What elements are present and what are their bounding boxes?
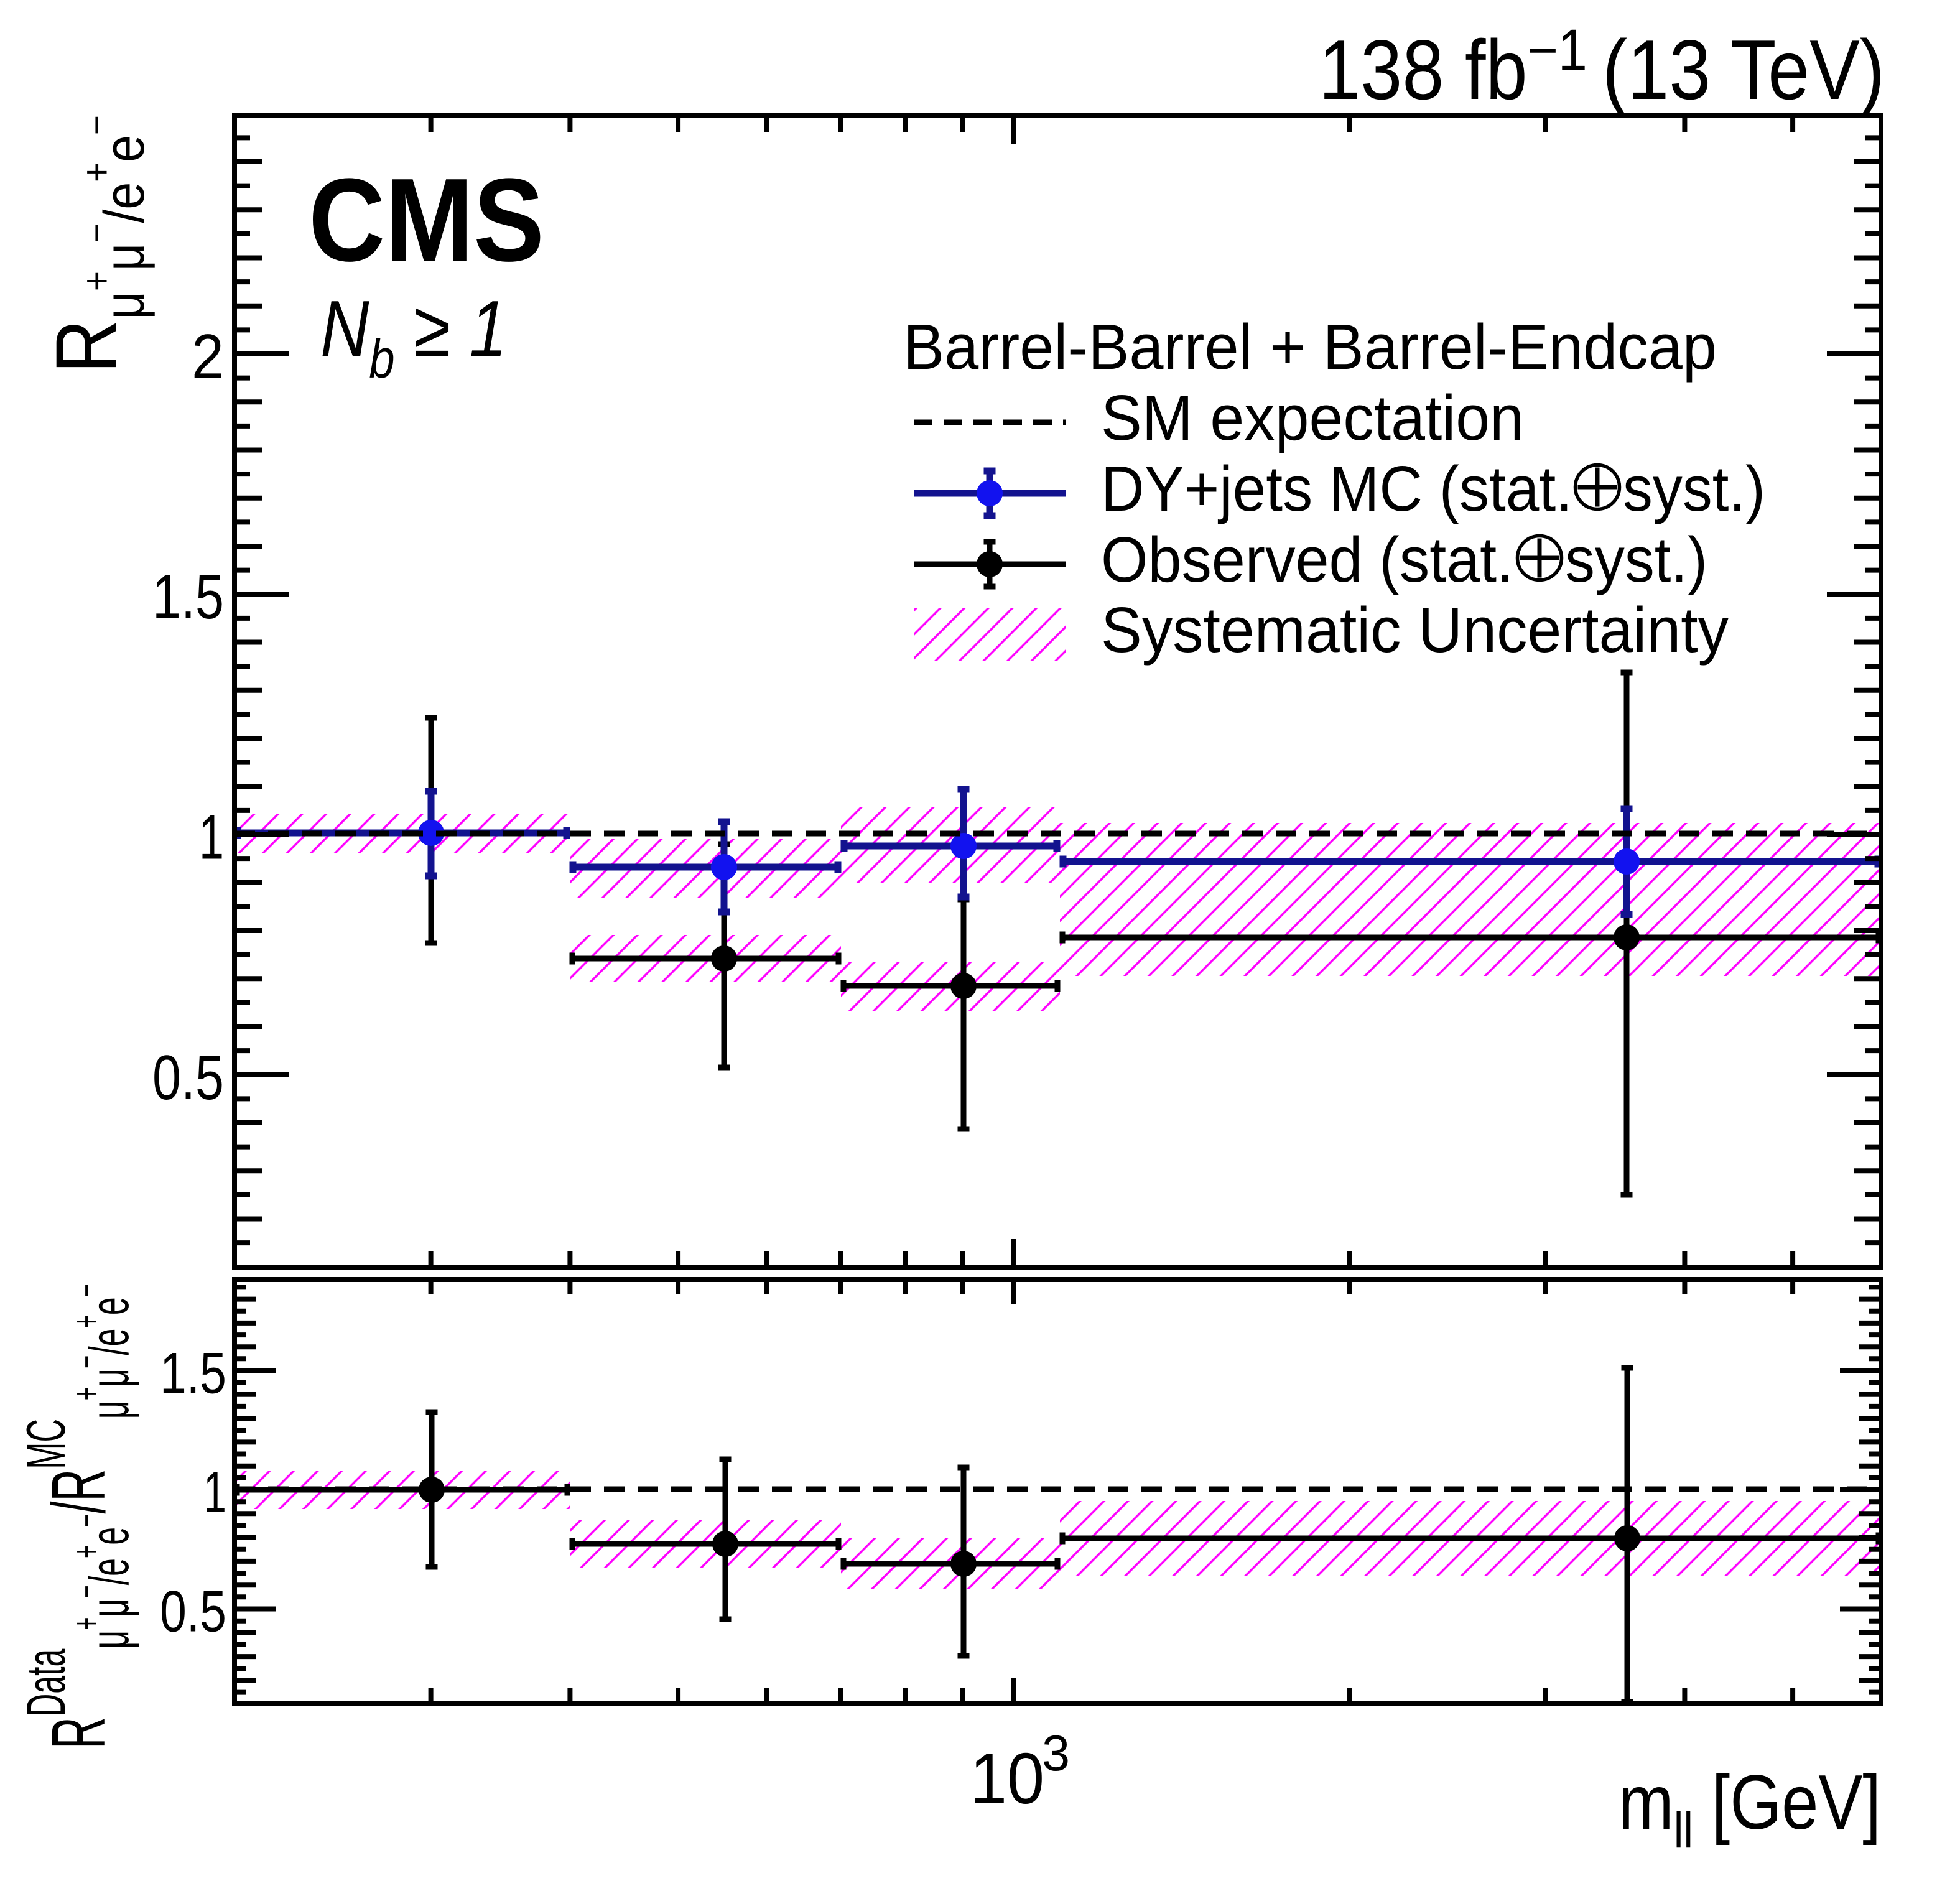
svg-text:Rμ+μ−/e+e−: Rμ+μ−/e+e− (37, 115, 156, 373)
svg-text:SM expectation: SM expectation (1101, 382, 1524, 453)
svg-text:138 fb−1 (13 TeV): 138 fb−1 (13 TeV) (1319, 17, 1885, 117)
svg-text:3: 3 (1042, 1726, 1070, 1782)
svg-text:CMS: CMS (309, 154, 544, 286)
svg-text:RDataμ+μ−/e+e−/RMCμ+μ−/e+e−: RDataμ+μ−/e+e−/RMCμ+μ−/e+e− (15, 1284, 140, 1749)
svg-text:DY+jets MC (stat.: DY+jets MC (stat. (1101, 453, 1572, 524)
svg-text:Observed (stat.: Observed (stat. (1101, 524, 1513, 595)
svg-text:0.5: 0.5 (152, 1043, 224, 1113)
svg-text:1.5: 1.5 (160, 1340, 226, 1406)
svg-text:1: 1 (203, 1459, 226, 1525)
svg-text:syst.): syst.) (1623, 453, 1765, 524)
svg-text:1.5: 1.5 (152, 562, 224, 632)
svg-text:Systematic Uncertainty: Systematic Uncertainty (1101, 594, 1729, 666)
svg-text:10: 10 (970, 1738, 1044, 1819)
svg-text:2: 2 (192, 322, 224, 392)
svg-text:Barrel-Barrel + Barrel-Endcap: Barrel-Barrel + Barrel-Endcap (903, 311, 1717, 383)
svg-text:Nb ≥ 1: Nb ≥ 1 (320, 284, 507, 389)
svg-text:mll [GeV]: mll [GeV] (1619, 1760, 1881, 1859)
svg-text:0.5: 0.5 (160, 1579, 226, 1644)
svg-text:syst.): syst.) (1565, 524, 1707, 595)
svg-text:1: 1 (199, 803, 224, 873)
